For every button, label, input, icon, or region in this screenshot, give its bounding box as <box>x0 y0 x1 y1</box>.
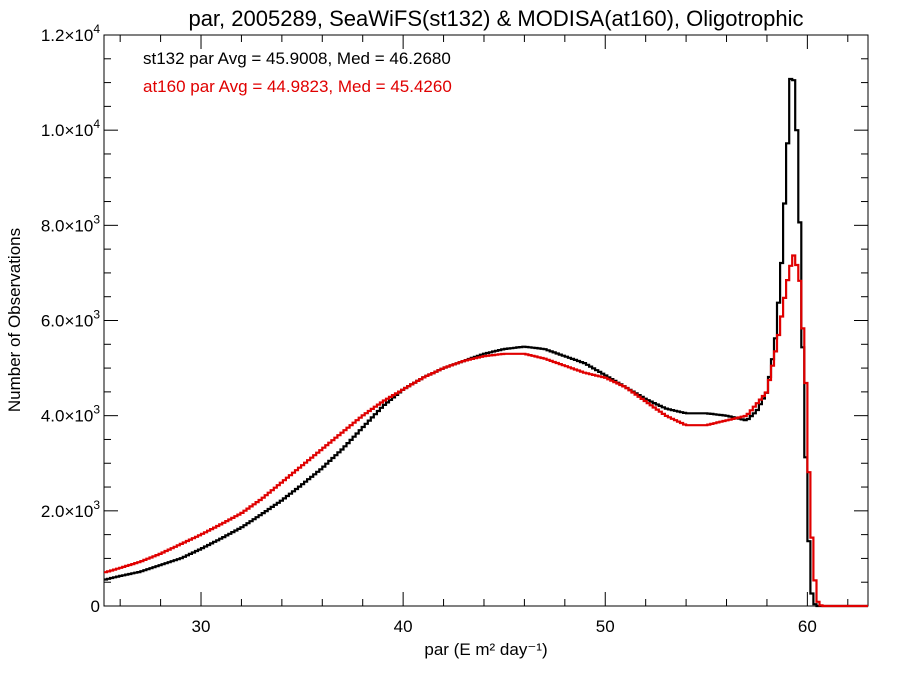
series-line-1 <box>104 254 868 608</box>
plot-frame <box>103 34 869 607</box>
x-axis-label: par (E m² day⁻¹) <box>424 640 547 659</box>
y-tick-label: 2.0×103 <box>41 498 100 521</box>
series-layer <box>104 77 868 608</box>
y-axis: 0 2.0×103 4.0×103 6.0×103 8.0×103 1.0×104 1.2×… <box>41 22 868 616</box>
y-tick-label: 8.0×103 <box>41 212 100 235</box>
y-tick-label: 4.0×103 <box>41 403 100 426</box>
chart-title: par, 2005289, SeaWiFS(st132) & MODISA(at… <box>188 6 803 31</box>
x-axis: 30 40 50 60 <box>119 35 849 636</box>
y-tick-label: 0 <box>91 597 100 616</box>
x-tick-label: 50 <box>596 617 615 636</box>
x-tick-label: 60 <box>798 617 817 636</box>
y-tick-label: 6.0×103 <box>41 308 100 331</box>
y-tick-label: 1.2×104 <box>41 22 100 45</box>
legend-entry-st132: st132 par Avg = 45.9008, Med = 46.2680 <box>143 49 451 68</box>
y-tick-label: 1.0×104 <box>41 117 100 140</box>
y-axis-label: Number of Observations <box>5 228 24 412</box>
x-tick-label: 40 <box>394 617 413 636</box>
x-tick-label: 30 <box>192 617 211 636</box>
legend-entry-at160: at160 par Avg = 44.9823, Med = 45.4260 <box>143 77 452 96</box>
